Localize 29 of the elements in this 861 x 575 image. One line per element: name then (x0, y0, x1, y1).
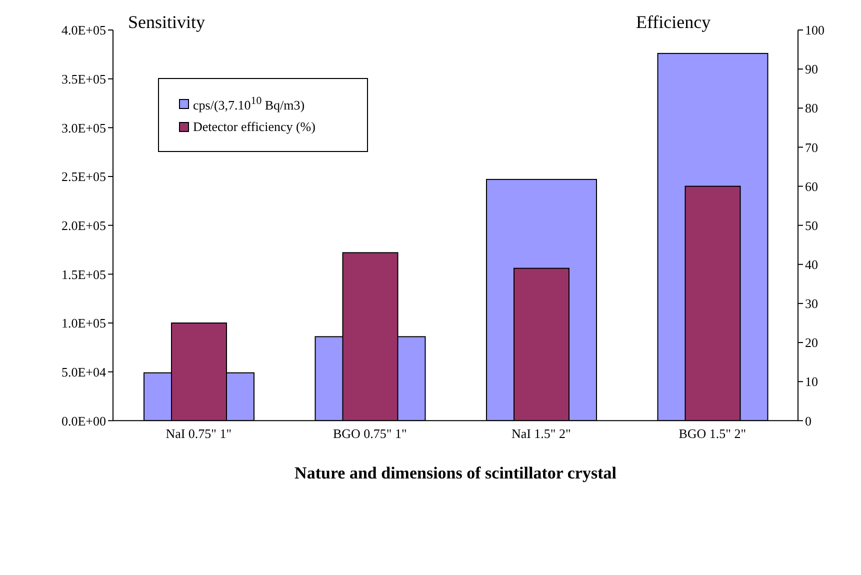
y-tick-label: 2.5E+05 (61, 169, 106, 184)
y-tick-label: 5.0E+04 (61, 364, 106, 380)
y2-tick-label: 0 (805, 413, 812, 428)
y2-tick-label: 100 (805, 22, 824, 38)
x-axis-title: Nature and dimensions of scintillator crystal (294, 464, 617, 483)
y2-tick-label: 80 (805, 100, 818, 116)
y2-tick-label: 30 (805, 296, 818, 312)
x-tick-label: NaI 0.75" 1" (166, 426, 232, 441)
legend-label: cps/(3,7.10$^{10}$ Bq/m3) (193, 95, 305, 114)
y2-tick-label: 10 (805, 374, 818, 390)
y-tick-label: 0.0E+00 (61, 413, 106, 428)
y-tick-label: 1.5E+05 (61, 266, 106, 282)
y2-tick-label: 20 (805, 335, 818, 350)
y2-axis-title: Efficiency (636, 12, 711, 33)
y-axis-title: Sensitivity (128, 12, 206, 33)
y-tick-label: 3.5E+05 (61, 71, 106, 86)
x-tick-label: BGO 0.75" 1" (332, 426, 407, 441)
y-tick-label: 1.0E+05 (61, 316, 106, 331)
y2-tick-label: 90 (805, 62, 818, 77)
x-tick-label: BGO 1.5" 2" (678, 426, 746, 441)
y2-tick-label: 60 (805, 178, 818, 194)
y2-tick-label: 70 (805, 140, 818, 155)
y2-tick-label: 50 (805, 218, 818, 233)
x-tick-label: NaI 1.5" 2" (511, 426, 571, 441)
y-tick-label: 4.0E+05 (61, 22, 106, 38)
y2-tick-label: 40 (805, 257, 818, 272)
y-tick-label: 3.0E+05 (61, 120, 106, 136)
legend-label: Detector efficiency (%) (193, 119, 316, 136)
y-tick-label: 2.0E+05 (61, 218, 106, 233)
